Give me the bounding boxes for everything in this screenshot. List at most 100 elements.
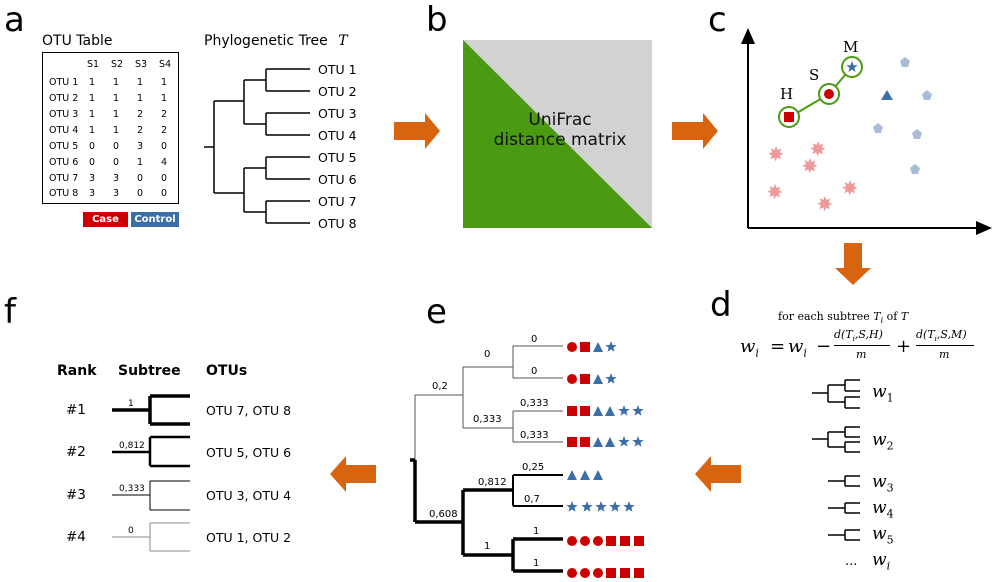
rank-value: #3 — [66, 487, 86, 503]
leaf-markers-row1 — [567, 341, 617, 352]
tree-leaf-label: OTU 1 — [318, 62, 357, 77]
otu-table: S1 S2 S3 S4 OTU 1 1 1 1 1 OTU 2 1 1 1 1 … — [42, 52, 179, 204]
s-circle-marker — [824, 89, 834, 99]
row-label: OTU 4 — [49, 125, 79, 136]
branch-label: 1 — [533, 558, 540, 569]
matrix-label-line2: distance matrix — [493, 130, 627, 150]
panel-label-d: d — [710, 285, 732, 325]
tree-title-text: Phylogenetic Tree — [204, 33, 328, 49]
leaf-markers-row2 — [567, 373, 617, 384]
otus-header: OTUs — [206, 363, 248, 379]
branch-label: 0 — [484, 349, 491, 360]
branch-label: 0,2 — [432, 381, 448, 392]
table-cell: 0 — [161, 173, 168, 184]
case-badge: Case — [83, 212, 128, 227]
branch-label: 0,333 — [520, 430, 549, 441]
panel-label-f: f — [4, 292, 16, 332]
weight-update-formula: wi = wi − d(Ti,S,H) m + d(Ti,S,M) m — [740, 328, 1000, 368]
ordination-axes — [747, 38, 982, 229]
branch-label: 0,25 — [522, 462, 545, 473]
rank-otus: OTU 1, OTU 2 — [206, 530, 292, 545]
caption-sub: i — [880, 316, 884, 326]
light-blue-pentagons — [873, 57, 932, 174]
caption-prefix: for each subtree — [778, 310, 870, 323]
m-star-marker — [846, 61, 858, 72]
table-cell: 0 — [161, 141, 168, 152]
label-m: M — [843, 38, 859, 56]
table-cell: 0 — [161, 188, 168, 199]
row-label: OTU 1 — [49, 77, 79, 88]
subtree-weight: 0 — [128, 526, 134, 536]
table-cell: 2 — [161, 125, 168, 136]
row-label: OTU 6 — [49, 157, 79, 168]
h-square-marker — [784, 112, 794, 122]
table-cell: 3 — [89, 173, 96, 184]
caption-of: of — [886, 310, 898, 323]
tree-leaf-label: OTU 7 — [318, 194, 357, 209]
weight-label-w4: w4 — [872, 498, 894, 521]
table-cell: 0 — [89, 157, 96, 168]
weighted-tree-thick — [413, 460, 563, 573]
weight-label-w2: w2 — [872, 430, 894, 453]
branch-label: 0 — [531, 366, 538, 377]
weight-label-wi: wi — [872, 550, 891, 573]
branch-label: 0,333 — [520, 398, 549, 409]
subtree-header: Subtree — [118, 363, 181, 379]
table-cell: 1 — [113, 109, 120, 120]
blue-triangle-marker — [881, 90, 893, 100]
table-cell: 1 — [161, 77, 168, 88]
weighted-tree-medium — [512, 474, 563, 507]
table-cell: 0 — [137, 188, 144, 199]
table-cell: 1 — [137, 157, 144, 168]
caption-var: T — [873, 310, 881, 323]
weight-label-w1: w1 — [872, 382, 894, 405]
table-cell: 1 — [137, 77, 144, 88]
subtree-icons — [812, 379, 860, 541]
tree-leaf-label: OTU 4 — [318, 128, 357, 143]
rank-otus: OTU 5, OTU 6 — [206, 445, 292, 460]
tree-title: Phylogenetic Tree T — [204, 33, 348, 49]
panel-label-e: e — [426, 292, 447, 332]
row-label: OTU 8 — [49, 188, 79, 199]
arrow-d-to-e — [695, 456, 741, 492]
panel-label-c: c — [708, 0, 727, 40]
tree-leaf-label: OTU 6 — [318, 172, 357, 187]
distance-matrix — [463, 40, 652, 228]
label-h: H — [780, 85, 794, 103]
table-cell: 1 — [137, 93, 144, 104]
formula-caption: for each subtree Ti of T — [778, 310, 908, 325]
control-badge: Control — [131, 212, 179, 227]
column-header: S4 — [159, 59, 172, 70]
table-cell: 2 — [161, 109, 168, 120]
table-cell: 2 — [137, 125, 144, 136]
tree-leaf-label: OTU 3 — [318, 106, 357, 121]
subtree-weight: 0,333 — [119, 484, 145, 494]
leaf-markers-row6 — [566, 501, 635, 512]
branch-label: 0,7 — [524, 494, 540, 505]
phylogenetic-tree — [204, 68, 310, 224]
table-cell: 1 — [161, 93, 168, 104]
rank-otus: OTU 7, OTU 8 — [206, 403, 292, 418]
rank-subtree-icons — [112, 394, 190, 552]
table-cell: 3 — [137, 141, 144, 152]
panel-label-a: a — [4, 0, 25, 40]
table-cell: 0 — [89, 141, 96, 152]
arrow-b-to-c — [672, 113, 718, 149]
subtree-weight: 1 — [128, 399, 134, 409]
table-cell: 0 — [137, 173, 144, 184]
matrix-label: UniFrac distance matrix — [470, 110, 650, 150]
weight-label-w5: w5 — [872, 524, 894, 547]
leaf-markers-row7 — [567, 536, 644, 546]
caption-tree: T — [900, 310, 909, 323]
pink-stars — [767, 141, 858, 212]
tree-leaf-label: OTU 5 — [318, 150, 357, 165]
branch-label: 0,333 — [473, 414, 502, 425]
row-label: OTU 5 — [49, 141, 79, 152]
tree-symbol: T — [338, 33, 348, 49]
branch-label: 1 — [484, 541, 491, 552]
table-cell: 1 — [113, 77, 120, 88]
arrow-a-to-b — [394, 113, 440, 149]
rank-value: #2 — [66, 444, 86, 460]
subtree-weight: 0,812 — [119, 441, 145, 451]
